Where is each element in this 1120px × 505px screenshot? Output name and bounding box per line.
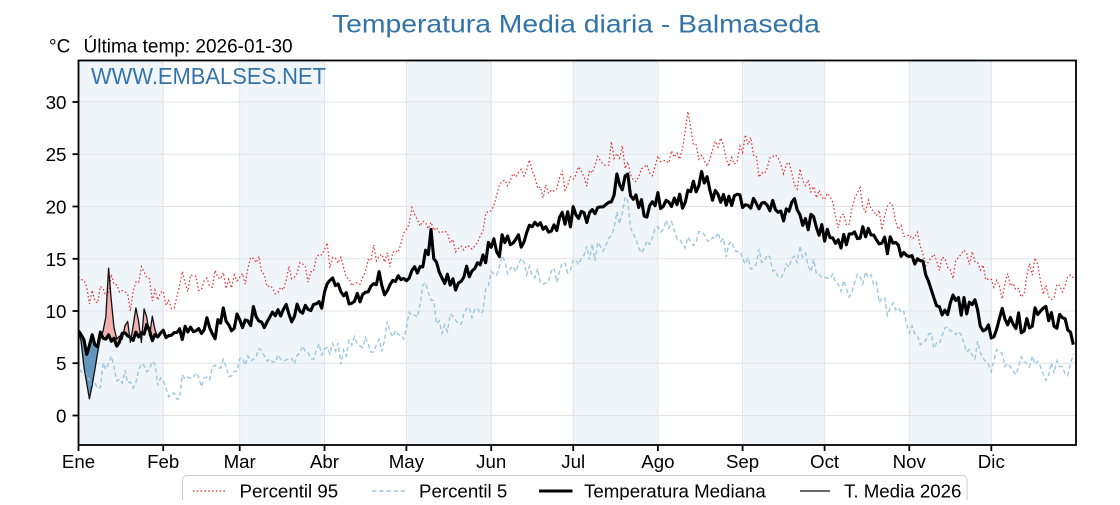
svg-text:T. Media 2026: T. Media 2026 bbox=[844, 481, 961, 501]
svg-text:15: 15 bbox=[46, 249, 67, 270]
svg-text:Oct: Oct bbox=[810, 451, 840, 472]
svg-text:°C: °C bbox=[49, 37, 70, 58]
svg-text:Temperatura Media diaria - Bal: Temperatura Media diaria - Balmaseda bbox=[332, 10, 820, 38]
svg-text:Sep: Sep bbox=[726, 451, 759, 472]
svg-text:25: 25 bbox=[46, 144, 67, 165]
svg-text:0: 0 bbox=[56, 406, 66, 427]
svg-text:Percentil 95: Percentil 95 bbox=[240, 481, 339, 501]
svg-text:Temperatura Mediana: Temperatura Mediana bbox=[584, 481, 766, 501]
svg-text:10: 10 bbox=[46, 301, 67, 322]
svg-text:Nov: Nov bbox=[893, 451, 927, 472]
svg-text:Dic: Dic bbox=[978, 451, 1005, 472]
svg-text:WWW.EMBALSES.NET: WWW.EMBALSES.NET bbox=[91, 63, 326, 89]
svg-text:Jul: Jul bbox=[561, 451, 585, 472]
svg-text:Percentil 5: Percentil 5 bbox=[419, 481, 507, 501]
svg-text:20: 20 bbox=[46, 197, 67, 218]
svg-text:May: May bbox=[389, 451, 425, 472]
svg-text:30: 30 bbox=[46, 92, 67, 113]
svg-text:Última temp: 2026-01-30: Última temp: 2026-01-30 bbox=[84, 36, 293, 58]
svg-text:Abr: Abr bbox=[310, 451, 339, 472]
svg-text:5: 5 bbox=[56, 353, 66, 374]
svg-text:Feb: Feb bbox=[147, 451, 179, 472]
svg-text:Ago: Ago bbox=[641, 451, 674, 472]
svg-text:Mar: Mar bbox=[224, 451, 256, 472]
svg-text:Ene: Ene bbox=[62, 451, 95, 472]
svg-text:Jun: Jun bbox=[476, 451, 506, 472]
